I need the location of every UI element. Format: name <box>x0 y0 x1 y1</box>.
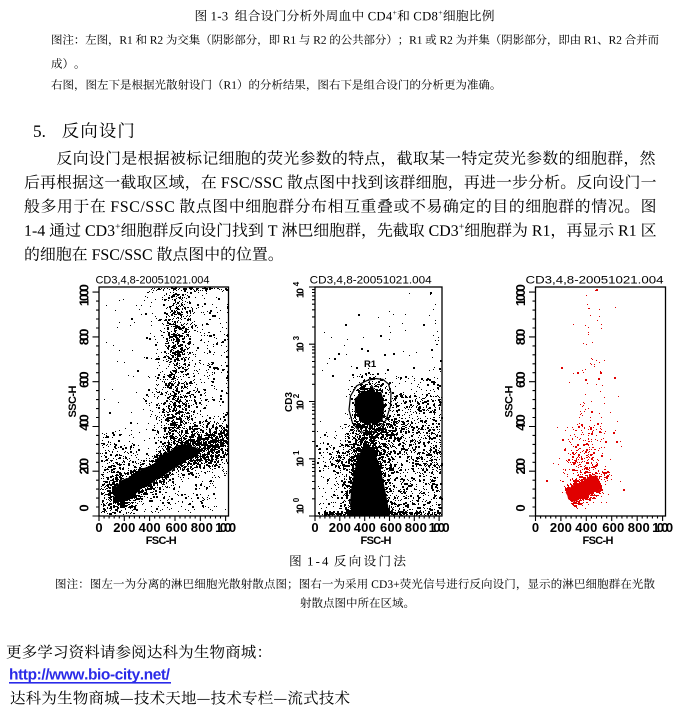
svg-text:0: 0 <box>311 520 318 535</box>
svg-text:CD3: CD3 <box>284 392 295 412</box>
svg-text:600: 600 <box>380 520 402 535</box>
svg-text:400: 400 <box>354 520 376 535</box>
svg-text:800: 800 <box>405 520 427 535</box>
svg-text:0: 0 <box>513 504 528 511</box>
svg-text:FSC-H: FSC-H <box>583 535 614 547</box>
svg-text:800: 800 <box>628 520 650 535</box>
svg-text:CD3,4,8-20051021.004: CD3,4,8-20051021.004 <box>526 275 664 287</box>
svg-text:0: 0 <box>532 520 539 535</box>
svg-text:0: 0 <box>95 520 102 535</box>
svg-text:400: 400 <box>139 520 161 535</box>
svg-text:10: 10 <box>295 504 307 514</box>
svg-text:200: 200 <box>77 458 92 475</box>
svg-text:200: 200 <box>113 520 135 535</box>
svg-text:SSC-H: SSC-H <box>67 385 79 417</box>
svg-text:400: 400 <box>575 520 597 535</box>
svg-text:600: 600 <box>602 520 624 535</box>
svg-text:10: 10 <box>295 457 307 467</box>
svg-text:CD3,4,8-20051021.004: CD3,4,8-20051021.004 <box>310 275 432 287</box>
svg-text:10: 10 <box>295 400 307 410</box>
svg-text:10: 10 <box>295 342 307 352</box>
svg-text:200: 200 <box>513 458 528 475</box>
svg-text:200: 200 <box>550 520 572 535</box>
svg-text:1: 1 <box>292 450 301 455</box>
svg-text:FSC-H: FSC-H <box>361 535 392 547</box>
svg-text:3: 3 <box>292 335 301 340</box>
svg-text:200: 200 <box>329 520 351 535</box>
svg-text:600: 600 <box>513 371 528 388</box>
svg-text:SSC-H: SSC-H <box>504 385 516 417</box>
svg-text:800: 800 <box>191 520 213 535</box>
svg-text:4: 4 <box>292 281 301 286</box>
svg-text:2: 2 <box>292 393 301 398</box>
svg-text:800: 800 <box>513 329 528 346</box>
svg-text:1000: 1000 <box>215 520 236 535</box>
svg-text:600: 600 <box>77 371 92 388</box>
svg-text:400: 400 <box>77 414 92 431</box>
svg-text:10: 10 <box>295 288 307 298</box>
svg-text:1000: 1000 <box>513 284 528 306</box>
svg-text:R1: R1 <box>364 359 377 370</box>
svg-text:1000: 1000 <box>429 520 450 535</box>
svg-text:800: 800 <box>77 329 92 346</box>
svg-text:0: 0 <box>77 504 92 511</box>
svg-text:600: 600 <box>166 520 188 535</box>
svg-text:1000: 1000 <box>652 520 673 535</box>
svg-text:FSC-H: FSC-H <box>146 535 177 547</box>
svg-text:0: 0 <box>292 497 301 502</box>
svg-text:400: 400 <box>513 414 528 431</box>
svg-text:CD3,4,8-20051021.004: CD3,4,8-20051021.004 <box>96 275 210 287</box>
svg-text:1000: 1000 <box>77 284 92 306</box>
